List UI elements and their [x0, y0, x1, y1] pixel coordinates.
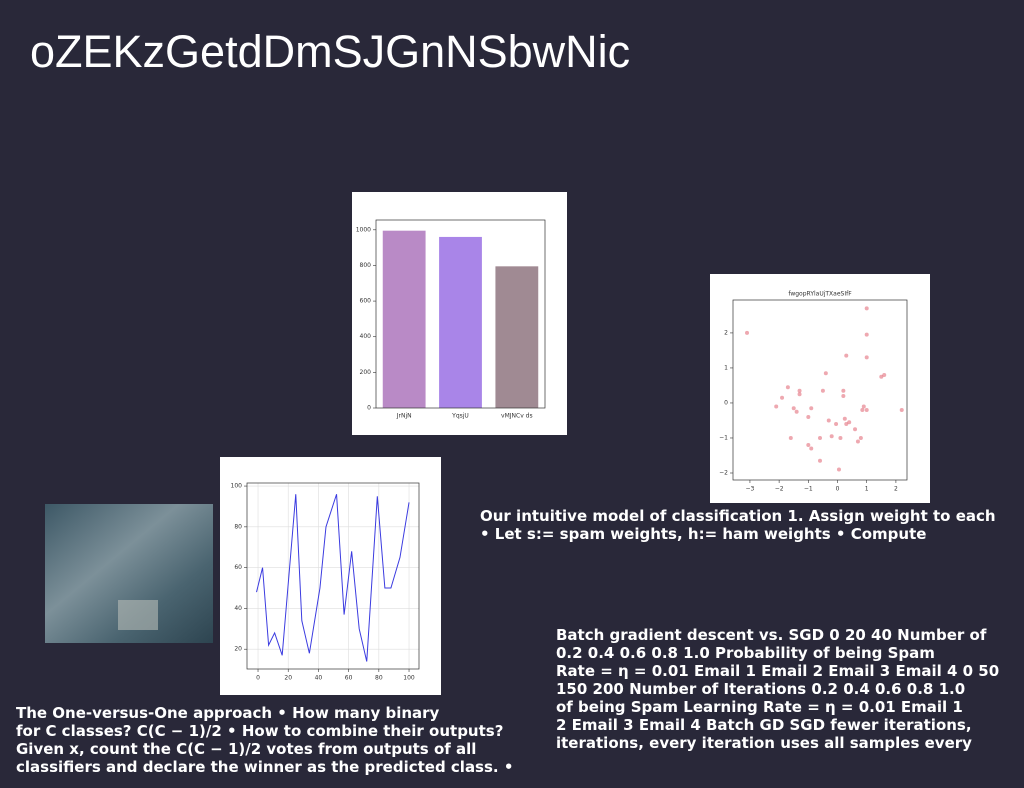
paragraph-line: 0.2 0.4 0.6 0.8 1.0 Probability of being… [556, 644, 935, 662]
point [794, 409, 799, 414]
point [806, 442, 811, 447]
y-tick-label: 40 [234, 605, 242, 612]
point [809, 446, 814, 451]
point [842, 416, 847, 421]
y-tick-label: 1000 [356, 226, 371, 233]
bar [382, 230, 426, 408]
x-tick-label: −2 [775, 486, 784, 493]
point [847, 420, 852, 425]
point [785, 385, 790, 390]
y-tick-label: 0 [367, 405, 371, 412]
paragraph-line: iterations, every iteration uses all sam… [556, 734, 972, 752]
y-tick-label: 80 [234, 523, 242, 530]
plot-frame [246, 482, 420, 670]
point [864, 306, 869, 311]
y-tick-label: 60 [234, 564, 242, 571]
point [829, 434, 834, 439]
point [853, 427, 858, 432]
paragraph-line: • Let s:= spam weights, h:= ham weights … [480, 525, 926, 543]
y-tick-label: 100 [231, 483, 243, 490]
point [864, 355, 869, 360]
point [797, 392, 802, 397]
paragraph-line: 150 200 Number of Iterations 0.2 0.4 0.6… [556, 680, 965, 698]
plot-frame [732, 299, 908, 481]
x-tick-label: YqsjU [451, 413, 469, 420]
point [882, 372, 887, 377]
plot-frame [375, 219, 546, 409]
paragraph-line: Our intuitive model of classification 1.… [480, 507, 996, 525]
paragraph-line: classifiers and declare the winner as th… [16, 758, 513, 776]
chart-image [710, 274, 930, 503]
paragraph-line: for C classes? C(C − 1)/2 • How to combi… [16, 722, 503, 740]
x-tick-label: vMJNCv ds [501, 413, 533, 420]
y-tick-label: 600 [360, 298, 372, 305]
bar [439, 236, 482, 408]
photo [45, 504, 213, 643]
point [879, 374, 884, 379]
point [841, 393, 846, 398]
point [858, 435, 863, 440]
point [838, 435, 843, 440]
point [855, 439, 860, 444]
point [860, 407, 865, 412]
point [864, 407, 869, 412]
point [788, 435, 793, 440]
paragraph-line: The One-versus-One approach • How many b… [16, 704, 440, 722]
y-tick-label: 2 [724, 329, 728, 336]
paragraph-line: 2 Email 3 Email 4 Batch GD SGD fewer ite… [556, 716, 972, 734]
x-tick-label: 0 [836, 486, 840, 493]
x-tick-label: 2 [894, 486, 898, 493]
point [818, 458, 822, 463]
x-tick-label: 1 [865, 486, 869, 493]
point [899, 407, 904, 412]
point [809, 406, 814, 411]
bar [495, 266, 539, 408]
y-tick-label: 400 [360, 333, 372, 340]
x-tick-label: JrNjN [396, 413, 412, 420]
point [823, 371, 828, 376]
slide-title: oZEKzGetdDmSJGnNSbwNic [30, 26, 630, 77]
point [834, 421, 839, 426]
point [806, 414, 811, 419]
point [836, 467, 841, 472]
y-tick-label: 800 [360, 262, 372, 269]
paragraph-line: Given x, count the C(C − 1)/2 votes from… [16, 740, 476, 758]
x-tick-label: 0 [256, 675, 260, 682]
x-tick-label: −1 [804, 486, 813, 493]
y-tick-label: 0 [724, 399, 728, 406]
x-tick-label: 80 [375, 675, 383, 682]
x-tick-label: 20 [284, 675, 292, 682]
paragraph-line: of being Spam Learning Rate = η = 0.01 E… [556, 698, 963, 716]
y-tick-label: −1 [719, 434, 728, 441]
y-tick-label: −2 [719, 469, 728, 476]
point [780, 395, 785, 400]
point [774, 404, 779, 409]
x-tick-label: 60 [345, 675, 353, 682]
x-tick-label: −3 [746, 486, 755, 493]
paragraph-line: Rate = η = 0.01 Email 1 Email 2 Email 3 … [556, 662, 999, 680]
chart-title: fwgopRYlaUjTXaeSIfF [788, 291, 852, 298]
point [844, 421, 849, 426]
paragraph-line: Batch gradient descent vs. SGD 0 20 40 N… [556, 626, 987, 644]
point [826, 418, 831, 423]
point [861, 404, 866, 409]
x-tick-label: 40 [315, 675, 323, 682]
point [797, 388, 802, 393]
point [818, 435, 822, 440]
point [864, 332, 869, 337]
y-tick-label: 20 [234, 646, 242, 653]
point [791, 406, 796, 411]
point [745, 330, 750, 335]
point [820, 388, 825, 393]
chart-image [220, 457, 441, 695]
x-tick-label: 100 [403, 675, 415, 682]
point [844, 353, 849, 358]
line [256, 494, 410, 662]
y-tick-label: 1 [724, 364, 728, 371]
point [841, 388, 846, 393]
y-tick-label: 200 [360, 369, 372, 376]
